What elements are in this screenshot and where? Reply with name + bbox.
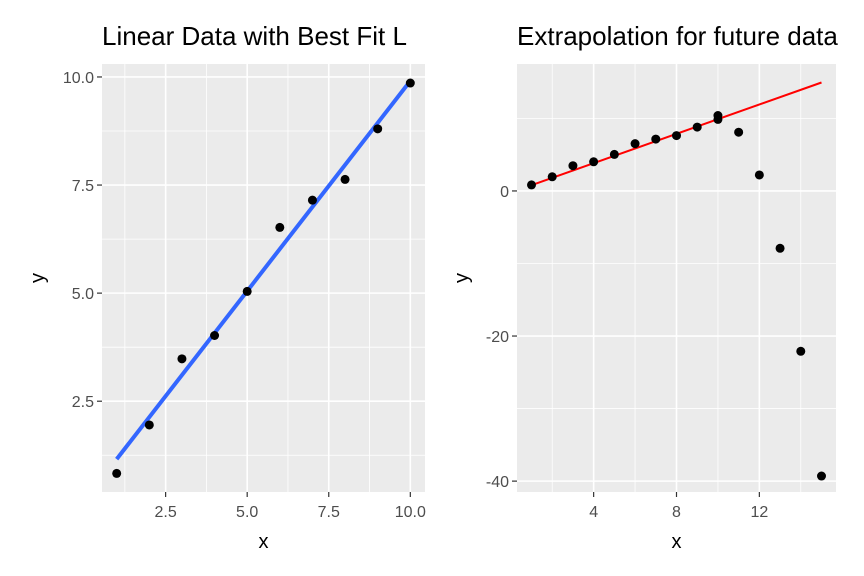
y-tick-label: 10.0 — [63, 70, 94, 87]
x-tick-label: 10.0 — [395, 504, 426, 521]
data-point — [817, 471, 826, 481]
x-axis-label: x — [672, 531, 682, 553]
chart-title: Extrapolation for future data — [517, 21, 838, 51]
data-point — [734, 127, 744, 137]
data-point — [796, 346, 806, 356]
data-point — [405, 78, 415, 88]
chart-title: Linear Data with Best Fit L — [102, 21, 407, 51]
data-point — [144, 420, 154, 430]
y-tick-label: 5.0 — [72, 286, 94, 303]
data-point — [340, 174, 350, 184]
y-tick-label: 0 — [500, 184, 509, 201]
y-tick-label: -40 — [486, 474, 509, 491]
x-tick-label: 12 — [750, 504, 768, 521]
x-tick-label: 5.0 — [236, 504, 258, 521]
data-point — [713, 114, 723, 124]
y-axis-label: y — [451, 273, 473, 283]
x-tick-label: 2.5 — [154, 504, 176, 521]
best-fit-line — [115, 79, 412, 461]
y-tick-label: 7.5 — [72, 178, 94, 195]
data-point — [307, 195, 317, 205]
data-point — [242, 286, 252, 296]
chart-left: 2.5 5.0 7.5 10.0 2.5 5.0 7.5 10.0 Linear Data wi… — [27, 21, 426, 553]
y-tick-label: -20 — [486, 329, 509, 346]
y-axis-label: y — [27, 273, 49, 283]
x-tick-label: 4 — [589, 504, 598, 521]
x-axis-label: x — [259, 531, 269, 553]
data-point — [568, 161, 578, 171]
data-point — [373, 124, 383, 134]
plot-background — [102, 64, 425, 492]
data-point — [112, 468, 122, 478]
data-point — [754, 170, 764, 180]
data-point — [775, 243, 785, 253]
data-point — [589, 157, 599, 167]
data-point — [672, 131, 681, 141]
data-point — [692, 122, 702, 132]
data-point — [547, 172, 557, 182]
data-point — [630, 139, 640, 149]
chart-right: 4 8 12 -40 -20 0 Extrapolation for future data… — [451, 21, 838, 553]
data-point — [651, 134, 661, 144]
data-point — [177, 354, 187, 364]
data-point — [527, 180, 536, 190]
data-point — [210, 330, 220, 340]
x-tick-label: 7.5 — [318, 504, 340, 521]
data-point — [275, 222, 285, 232]
x-tick-label: 8 — [672, 504, 681, 521]
y-tick-label: 2.5 — [72, 394, 94, 411]
data-point — [609, 149, 619, 159]
